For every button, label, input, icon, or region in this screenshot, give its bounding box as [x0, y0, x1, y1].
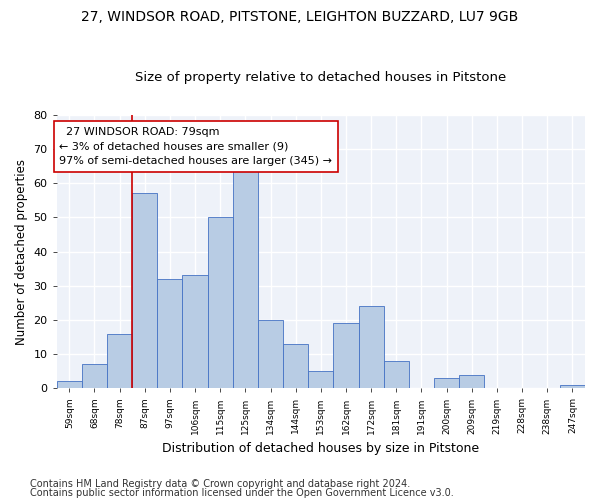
Bar [182, 276, 208, 388]
Bar [384, 361, 409, 388]
Text: Contains HM Land Registry data © Crown copyright and database right 2024.: Contains HM Land Registry data © Crown c… [30, 479, 410, 489]
Bar [208, 218, 233, 388]
Bar [334, 324, 359, 388]
Bar [57, 382, 82, 388]
Text: Contains public sector information licensed under the Open Government Licence v3: Contains public sector information licen… [30, 488, 454, 498]
Bar [258, 320, 283, 388]
Text: 27, WINDSOR ROAD, PITSTONE, LEIGHTON BUZZARD, LU7 9GB: 27, WINDSOR ROAD, PITSTONE, LEIGHTON BUZ… [82, 10, 518, 24]
Title: Size of property relative to detached houses in Pitstone: Size of property relative to detached ho… [135, 72, 506, 85]
Bar [82, 364, 107, 388]
Bar [233, 170, 258, 388]
Bar [560, 385, 585, 388]
Bar [308, 371, 334, 388]
Text: 27 WINDSOR ROAD: 79sqm
← 3% of detached houses are smaller (9)
97% of semi-detac: 27 WINDSOR ROAD: 79sqm ← 3% of detached … [59, 127, 332, 166]
Bar [459, 374, 484, 388]
Bar [157, 279, 182, 388]
Bar [107, 334, 132, 388]
Y-axis label: Number of detached properties: Number of detached properties [15, 158, 28, 344]
Bar [283, 344, 308, 389]
Bar [359, 306, 384, 388]
X-axis label: Distribution of detached houses by size in Pitstone: Distribution of detached houses by size … [162, 442, 479, 455]
Bar [434, 378, 459, 388]
Bar [132, 194, 157, 388]
